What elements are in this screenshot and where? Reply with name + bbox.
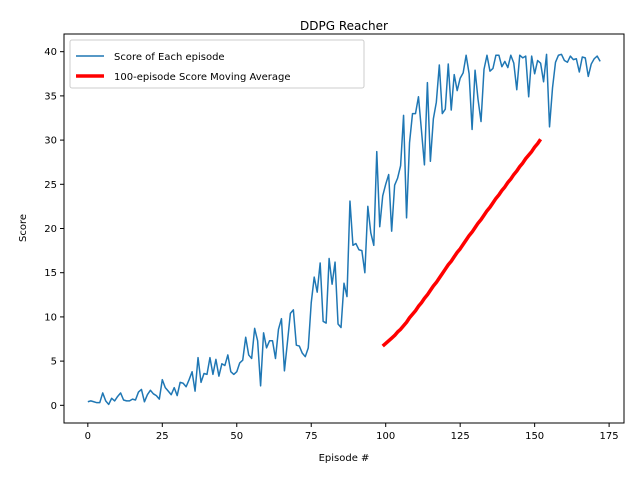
legend: Score of Each episode 100-episode Score …: [69, 39, 365, 89]
x-axis-label: Episode #: [319, 453, 370, 464]
y-tick-label: 35: [44, 91, 57, 102]
y-tick-label: 5: [51, 357, 57, 368]
x-tick-label: 125: [451, 431, 470, 442]
y-axis: 0 5 10 15 20 25 30 35 40: [44, 47, 64, 412]
x-tick-label: 25: [156, 431, 169, 442]
x-tick-label: 50: [230, 431, 243, 442]
x-tick-label: 175: [600, 431, 619, 442]
y-tick-label: 20: [44, 224, 57, 235]
x-tick-label: 150: [525, 431, 544, 442]
series-line-episode: [87, 53, 601, 406]
legend-label-moving-average: 100-episode Score Moving Average: [114, 72, 291, 83]
legend-box: [69, 39, 365, 89]
legend-label-episode: Score of Each episode: [114, 52, 225, 63]
y-tick-label: 30: [44, 136, 57, 147]
series-line-moving-average: [381, 138, 543, 348]
x-tick-label: 75: [305, 431, 318, 442]
x-tick-label: 100: [376, 431, 395, 442]
y-tick-label: 0: [51, 401, 57, 412]
x-axis: 0 25 50 75 100 125 150 175: [85, 423, 619, 442]
y-tick-label: 25: [44, 180, 57, 191]
y-tick-label: 10: [44, 312, 57, 323]
x-tick-label: 0: [85, 431, 91, 442]
y-tick-label: 40: [44, 47, 57, 58]
chart-title: DDPG Reacher: [300, 19, 388, 33]
y-tick-label: 15: [44, 268, 57, 279]
plot-layer: [87, 53, 601, 406]
y-axis-label: Score: [18, 214, 29, 242]
